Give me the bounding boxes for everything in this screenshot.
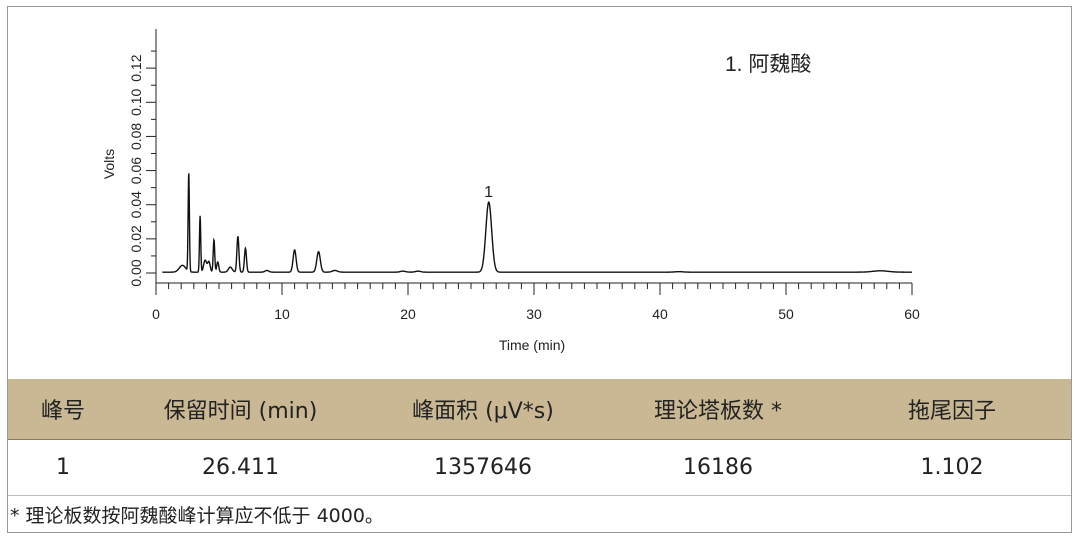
legend-text: 1. 阿魏酸	[725, 53, 811, 76]
x-tick-label: 10	[274, 306, 290, 322]
results-table: 峰号 保留时间 (min) 峰面积 (μV*s) 理论塔板数 * 拖尾因子 1 …	[8, 379, 1071, 496]
header-theoretical-plates: 理论塔板数 *	[654, 399, 782, 424]
x-tick-label: 40	[652, 306, 668, 322]
peak-label: 1	[484, 184, 493, 201]
x-tick-label: 0	[152, 306, 160, 322]
header-tailing-factor: 拖尾因子	[907, 399, 996, 424]
chromatogram-svg: 0 10 20 30 40 50 60 0.00 0.02 0.04 0.06 0.08 0.10 0.1…	[101, 29, 920, 353]
cell-peak-area: 1357646	[434, 455, 532, 480]
y-tick-label: 0.00	[128, 259, 144, 286]
y-axis-title: Volts	[101, 149, 117, 179]
x-tick-label: 50	[778, 306, 794, 322]
y-tick-label: 0.08	[128, 123, 144, 150]
y-tick-label: 0.12	[128, 54, 144, 81]
y-tick-label: 0.10	[128, 88, 144, 115]
x-axis-title: Time (min)	[499, 337, 565, 353]
header-peak-no: 峰号	[40, 399, 85, 424]
chromatogram-trace	[162, 173, 912, 273]
cell-retention-time: 26.411	[202, 455, 279, 480]
cell-tailing-factor: 1.102	[920, 455, 984, 480]
cell-peak-no: 1	[56, 455, 70, 480]
y-tick-label: 0.02	[128, 225, 144, 252]
axes: 0 10 20 30 40 50 60 0.00 0.02 0.04 0.06 0.08 0.10 0.1…	[128, 29, 920, 322]
y-tick-label: 0.06	[128, 157, 144, 184]
header-retention-time: 保留时间 (min)	[163, 399, 318, 424]
table-header-row: 峰号 保留时间 (min) 峰面积 (μV*s) 理论塔板数 * 拖尾因子	[8, 379, 1071, 440]
y-tick-label: 0.04	[128, 191, 144, 218]
cell-theoretical-plates: 16186	[683, 455, 753, 480]
x-tick-label: 20	[400, 306, 416, 322]
chromatogram-chart: 0 10 20 30 40 50 60 0.00 0.02 0.04 0.06 0.08 0.10 0.1…	[8, 7, 1073, 381]
figure-frame: 0 10 20 30 40 50 60 0.00 0.02 0.04 0.06 0.08 0.10 0.1…	[7, 6, 1072, 533]
table-row: 1 26.411 1357646 16186 1.102	[8, 440, 1071, 496]
x-tick-label: 30	[526, 306, 542, 322]
header-peak-area: 峰面积 (μV*s)	[412, 399, 554, 424]
x-tick-label: 60	[904, 306, 920, 322]
footnote: * 理论板数按阿魏酸峰计算应不低于 4000。	[10, 505, 384, 527]
